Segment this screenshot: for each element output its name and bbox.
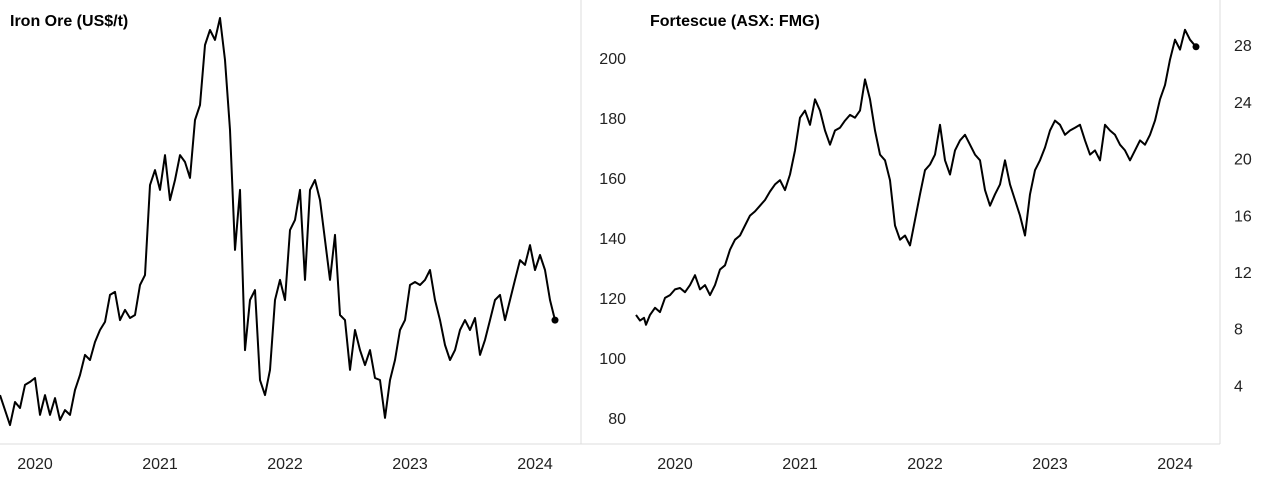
y-tick-label: 28 — [1234, 38, 1252, 55]
line-series — [635, 28, 1197, 326]
x-tick-label: 2021 — [782, 456, 818, 473]
y-tick-label: 160 — [599, 171, 626, 188]
x-tick-label: 2023 — [1032, 456, 1068, 473]
x-tick-label: 2024 — [517, 456, 553, 473]
y-tick-label: 120 — [599, 291, 626, 308]
x-tick-label: 2024 — [1157, 456, 1193, 473]
x-tick-label: 2020 — [657, 456, 693, 473]
y-tick-label: 100 — [599, 351, 626, 368]
y-tick-label: 20 — [1234, 152, 1252, 169]
x-tick-label: 2020 — [17, 456, 53, 473]
y-tick-label: 4 — [1234, 378, 1243, 395]
y-tick-label: 200 — [599, 51, 626, 68]
y-tick-label: 180 — [599, 111, 626, 128]
y-tick-label: 8 — [1234, 322, 1243, 339]
end-marker — [1192, 43, 1200, 51]
x-tick-label: 2022 — [267, 456, 303, 473]
y-tick-label: 24 — [1234, 95, 1252, 112]
y-tick-label: 80 — [608, 411, 626, 428]
chart-title: Iron Ore (US$/t) — [10, 13, 128, 30]
chart-title: Fortescue (ASX: FMG) — [650, 13, 820, 30]
y-tick-label: 16 — [1234, 208, 1252, 225]
x-tick-label: 2021 — [142, 456, 178, 473]
line-series — [0, 17, 556, 427]
y-tick-label: 140 — [599, 231, 626, 248]
x-tick-label: 2023 — [392, 456, 428, 473]
x-tick-label: 2022 — [907, 456, 943, 473]
y-tick-label: 12 — [1234, 265, 1252, 282]
end-marker — [551, 316, 559, 324]
